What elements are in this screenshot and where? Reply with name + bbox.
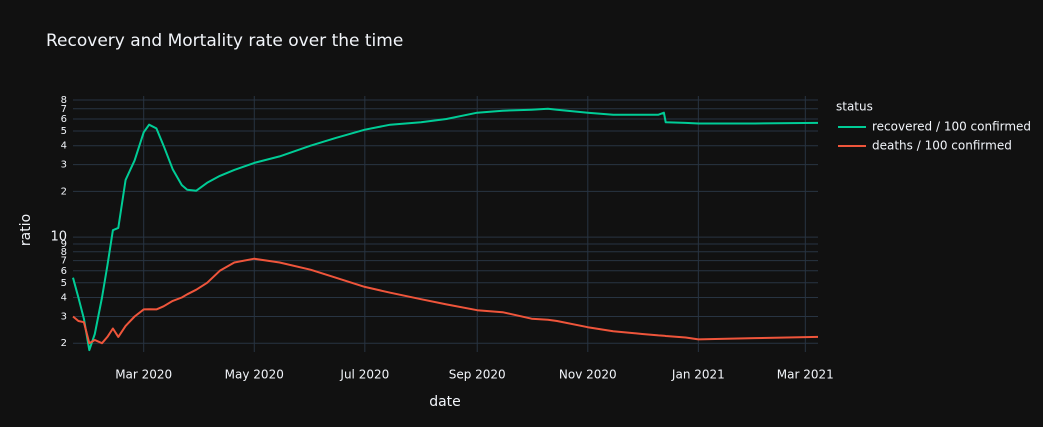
y-axis-label: ratio	[18, 214, 34, 246]
y-tick-label: 6	[61, 114, 67, 125]
x-tick-label: Mar 2021	[777, 368, 834, 382]
y-tick-label: 4	[61, 292, 67, 303]
y-tick-label: 5	[61, 278, 67, 289]
y-tick-label: 4	[61, 141, 67, 152]
x-tick-label: Sep 2020	[449, 368, 506, 382]
y-tick-label: 8	[61, 95, 67, 106]
legend-label: deaths / 100 confirmed	[872, 139, 1012, 153]
series-line	[72, 257, 819, 345]
y-tick-label: 2	[61, 186, 67, 197]
x-tick-label: Jan 2021	[671, 368, 725, 382]
x-tick-label: Nov 2020	[559, 368, 617, 382]
y-tick-label: 9	[61, 239, 67, 250]
y-tick-label: 3	[61, 311, 67, 322]
series-line	[72, 107, 819, 352]
x-tick-label: Mar 2020	[115, 368, 172, 382]
legend-title: status	[836, 100, 873, 114]
y-tick-label: 2	[61, 338, 67, 349]
y-tick-label: 6	[61, 266, 67, 277]
y-tick-label: 7	[61, 256, 67, 267]
y-tick-label: 10	[50, 230, 67, 245]
legend-label: recovered / 100 confirmed	[872, 120, 1031, 134]
y-tick-label: 7	[61, 104, 67, 115]
y-tick-label: 3	[61, 160, 67, 171]
x-tick-label: May 2020	[225, 368, 284, 382]
x-tick-label: Jul 2020	[339, 368, 389, 382]
y-tick-label: 8	[61, 247, 67, 258]
chart-title: Recovery and Mortality rate over the tim…	[46, 31, 403, 51]
y-tick-label: 5	[61, 126, 67, 137]
x-axis-label: date	[429, 394, 461, 410]
